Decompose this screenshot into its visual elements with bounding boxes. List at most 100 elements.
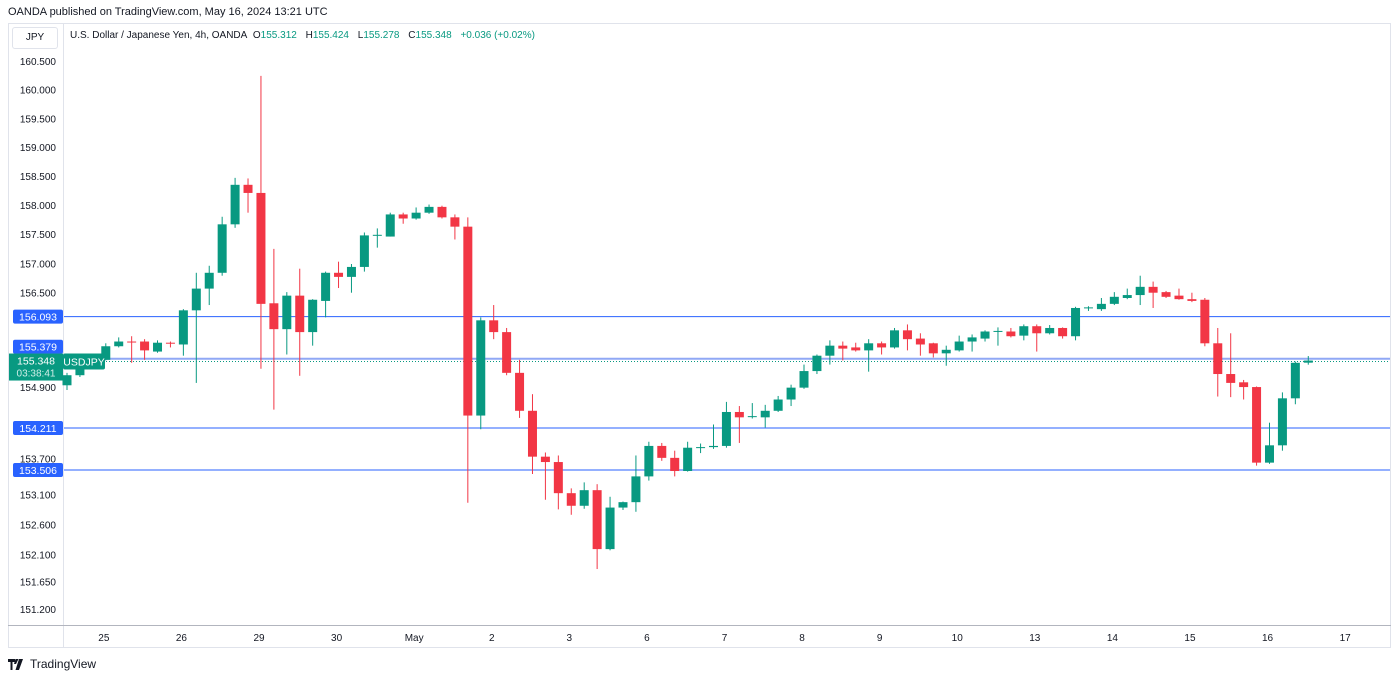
candle-body-up [62,375,72,386]
candle-body-up [864,343,874,351]
price-tick-label: 159.000 [20,143,57,154]
candle-body-up [1109,296,1119,304]
candle-body-up [709,445,718,448]
candle-body-up [696,447,706,449]
legend-title: U.S. Dollar / Japanese Yen, 4h, OANDA [70,30,248,41]
candle-body-up [618,502,628,508]
time-tick-label: 26 [176,633,188,644]
time-tick-label: 17 [1340,633,1352,644]
candle-body-up [321,272,331,301]
level-price-label: 153.506 [19,465,57,477]
tradingview-logo[interactable]: TradingView [8,657,96,671]
candle-body-down [670,457,680,472]
candle-body-down [515,372,525,411]
candle-body-up [1135,286,1145,296]
time-tick-label: 30 [331,633,343,644]
candle-body-up [993,330,1003,332]
price-tick-label: 153.100 [20,490,57,501]
price-tick-label: 160.000 [20,86,57,97]
candle-body-up [1277,398,1287,446]
candle-body-down [165,342,175,344]
candle-body-up [372,234,382,236]
price-tick-label: 152.600 [20,520,57,531]
candle-body-up [721,411,731,446]
candle-body-up [683,447,693,472]
level-price-label: 156.093 [19,312,57,324]
candle-body-up [1096,303,1106,310]
candle-body-up [424,206,434,213]
candle-body-up [1045,327,1055,334]
legend-low: 155.278 [363,30,400,41]
time-tick-label: 8 [799,633,805,644]
candle-body-down [915,338,925,345]
symbol-tag-label: USDJPY [63,357,104,369]
candle-body-up [346,266,356,277]
price-tick-label: 159.500 [20,114,57,125]
price-tick-label: 154.900 [20,383,57,394]
price-tick-label: 158.000 [20,201,57,212]
candle-body-up [476,320,486,416]
currency-button[interactable]: JPY [12,27,58,49]
candle-body-up [967,337,977,342]
candle-body-down [1187,299,1197,301]
legend-high: 155.424 [312,30,349,41]
time-tick-label: 2 [489,633,495,644]
candle-body-up [631,476,641,503]
level-price-badge [13,420,63,435]
candle-body-down [1161,292,1171,297]
candle-body-down [657,445,667,458]
candle-body-up [786,387,796,400]
candle-body-up [747,416,757,418]
candle-body-up [1122,295,1132,298]
time-tick-label: 10 [952,633,964,644]
candle-body-up [308,299,318,333]
legend-high-label: H [305,30,313,41]
level-price-badge [13,309,63,324]
candle-body-up [644,445,654,477]
time-tick-label: 6 [644,633,650,644]
level-price-badge [13,463,63,478]
candle-body-down [838,345,848,349]
candle-body-down [398,214,408,219]
candle-body-up [385,214,395,237]
time-tick-label: May [405,633,424,644]
price-tick-label: 160.500 [20,57,57,68]
published-caption: OANDA published on TradingView.com, May … [8,6,328,18]
candle-body-down [334,272,344,277]
candle-body-down [243,184,253,193]
candle-body-up [359,235,369,267]
time-tick-label: 3 [567,633,573,644]
legend-change: +0.036 (+0.02%) [460,30,535,41]
candle-body-down [527,410,537,457]
candle-body-down [295,295,305,333]
candle-body-up [1071,307,1081,337]
price-tick-label: 151.200 [20,605,57,616]
candle-body-down [1058,327,1068,337]
chart-frame [8,23,1391,648]
time-tick-label: 16 [1262,633,1274,644]
candle-body-up [153,342,163,352]
candle-body-down [256,192,266,304]
price-axis-divider [63,23,64,648]
candle-body-up [941,349,951,354]
candle-body-up [1019,326,1029,336]
candle-body-up [204,272,214,289]
current-price-badge [9,353,63,381]
candle-body-down [437,206,447,218]
candle-body-down [269,303,279,330]
candle-body-up [1303,360,1313,363]
time-tick-label: 7 [722,633,728,644]
bar-countdown-label: 03:38:41 [17,369,56,380]
time-tick-label: 15 [1184,633,1196,644]
chart-legend: U.S. Dollar / Japanese Yen, 4h, OANDA O1… [70,30,541,41]
candle-body-down [734,411,744,418]
candle-body-down [1239,382,1249,388]
candle-body-up [1083,307,1093,309]
price-tick-label: 153.700 [20,454,57,465]
candle-body-down [140,341,150,351]
legend-close-label: C [408,30,416,41]
candle-body-up [812,355,822,372]
candle-body-down [1032,326,1042,334]
candle-body-down [592,490,602,550]
